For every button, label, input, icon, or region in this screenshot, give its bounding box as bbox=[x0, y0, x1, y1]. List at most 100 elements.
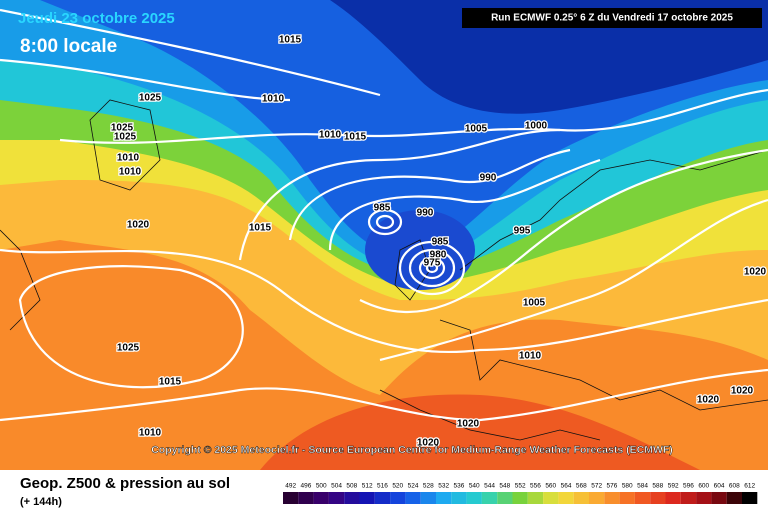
scale-swatch bbox=[374, 492, 391, 504]
scale-swatch bbox=[558, 492, 574, 504]
lead-time: (+ 144h) bbox=[20, 496, 62, 508]
scale-label: 588 bbox=[652, 483, 663, 490]
isobar-label: 1020 bbox=[457, 419, 480, 430]
scale-swatch bbox=[481, 492, 498, 504]
isobar-label: 1010 bbox=[139, 428, 162, 439]
scale-label: 520 bbox=[392, 483, 403, 490]
run-box bbox=[462, 8, 762, 28]
scale-label: 556 bbox=[530, 483, 541, 490]
scale-swatch bbox=[573, 492, 589, 504]
scale-swatch bbox=[451, 492, 467, 504]
isobar-label: 1020 bbox=[417, 438, 440, 449]
scale-label: 608 bbox=[729, 483, 740, 490]
isobar-labels: 1015 1025 1010 1025 1025 1010 1010 1020 1015 1010… bbox=[110, 33, 768, 450]
scale-label: 592 bbox=[668, 483, 679, 490]
isobar-label: 1020 bbox=[744, 267, 767, 278]
isobar-label: 1005 bbox=[465, 124, 488, 135]
scale-swatch bbox=[527, 492, 544, 504]
scale-label: 552 bbox=[515, 483, 526, 490]
scale-swatch bbox=[742, 492, 758, 504]
color-scale: 492 496 500 504 508 512 516 520 524 528 532 536 540 5… bbox=[283, 483, 758, 504]
isobar-label: 1025 bbox=[111, 123, 134, 134]
scale-swatch bbox=[313, 492, 329, 504]
scale-swatch bbox=[512, 492, 528, 504]
scale-label: 508 bbox=[346, 483, 357, 490]
scale-swatch bbox=[589, 492, 605, 504]
isobar-label: 1015 bbox=[159, 377, 182, 388]
isobar-label: 1010 bbox=[117, 153, 140, 164]
scale-swatch bbox=[543, 492, 559, 504]
scale-label: 532 bbox=[438, 483, 449, 490]
legend-panel bbox=[0, 470, 768, 512]
copyright: Copyright © 2025 Meteociel.fr - Source E… bbox=[151, 444, 673, 456]
scale-label: 584 bbox=[637, 483, 648, 490]
isobar-label: 1000 bbox=[525, 121, 548, 132]
isobar-label: 985 bbox=[374, 203, 391, 214]
scale-label: 612 bbox=[744, 483, 755, 490]
scale-label: 524 bbox=[408, 483, 419, 490]
scale-label: 576 bbox=[607, 483, 618, 490]
scale-label: 500 bbox=[316, 483, 327, 490]
isobar-label: 1025 bbox=[139, 93, 162, 104]
scale-label: 540 bbox=[469, 483, 480, 490]
isobar-label: 1025 bbox=[117, 343, 140, 354]
scale-swatch bbox=[344, 492, 360, 504]
forecast-date: Jeudi 23 octobre 2025 bbox=[18, 10, 175, 27]
scale-swatch bbox=[420, 492, 436, 504]
scale-label: 560 bbox=[545, 483, 556, 490]
scale-swatch bbox=[650, 492, 666, 504]
isobar-label: 1015 bbox=[279, 35, 302, 46]
scale-label: 580 bbox=[622, 483, 633, 490]
scale-swatch bbox=[696, 492, 712, 504]
isobar-label: 1020 bbox=[731, 386, 754, 397]
isobar-label: 1020 bbox=[697, 395, 720, 406]
scale-label: 528 bbox=[423, 483, 434, 490]
scale-swatch bbox=[497, 492, 513, 504]
scale-label: 548 bbox=[499, 483, 510, 490]
scale-swatch bbox=[726, 492, 742, 504]
scale-swatch bbox=[359, 492, 375, 504]
scale-swatch bbox=[665, 492, 681, 504]
scale-label: 512 bbox=[362, 483, 373, 490]
isobar-label: 990 bbox=[417, 208, 434, 219]
scale-label: 504 bbox=[331, 483, 342, 490]
scale-label: 492 bbox=[285, 483, 296, 490]
isobar-label: 980 bbox=[430, 250, 447, 261]
scale-label: 544 bbox=[484, 483, 495, 490]
scale-swatch bbox=[283, 492, 299, 504]
isobar-label: 995 bbox=[514, 226, 531, 237]
scale-swatch bbox=[680, 492, 697, 504]
isobar-label: 1015 bbox=[249, 223, 272, 234]
isobar-label: 1010 bbox=[262, 94, 285, 105]
scale-swatch bbox=[619, 492, 635, 504]
isobar-label: 1010 bbox=[119, 167, 142, 178]
run-info: Run ECMWF 0.25° 6 Z du Vendredi 17 octob… bbox=[491, 13, 733, 24]
isobar-label: 1020 bbox=[127, 220, 150, 231]
scale-label: 568 bbox=[576, 483, 587, 490]
scale-label: 600 bbox=[698, 483, 709, 490]
scale-label: 516 bbox=[377, 483, 388, 490]
isobar-label: 990 bbox=[480, 173, 497, 184]
isobar-label: 975 bbox=[424, 258, 441, 269]
scale-swatch bbox=[634, 492, 651, 504]
isobar-label: 1015 bbox=[344, 132, 367, 143]
isobar-label: 1005 bbox=[523, 298, 546, 309]
scale-swatch bbox=[328, 492, 345, 504]
isobars bbox=[0, 8, 768, 422]
scale-swatch bbox=[604, 492, 620, 504]
isobar-label: 985 bbox=[432, 237, 449, 248]
isobar-label: 1010 bbox=[519, 351, 542, 362]
scale-swatch bbox=[466, 492, 482, 504]
scale-label: 604 bbox=[714, 483, 725, 490]
scale-label: 596 bbox=[683, 483, 694, 490]
scale-label: 496 bbox=[301, 483, 312, 490]
forecast-time: 8:00 locale bbox=[20, 36, 117, 57]
legend-title: Geop. Z500 & pression au sol bbox=[20, 475, 230, 492]
scale-swatch bbox=[298, 492, 314, 504]
coastlines bbox=[0, 99, 768, 441]
scale-swatch bbox=[436, 492, 452, 504]
scale-label: 536 bbox=[454, 483, 465, 490]
scale-swatch bbox=[405, 492, 421, 504]
scale-label: 572 bbox=[591, 483, 602, 490]
